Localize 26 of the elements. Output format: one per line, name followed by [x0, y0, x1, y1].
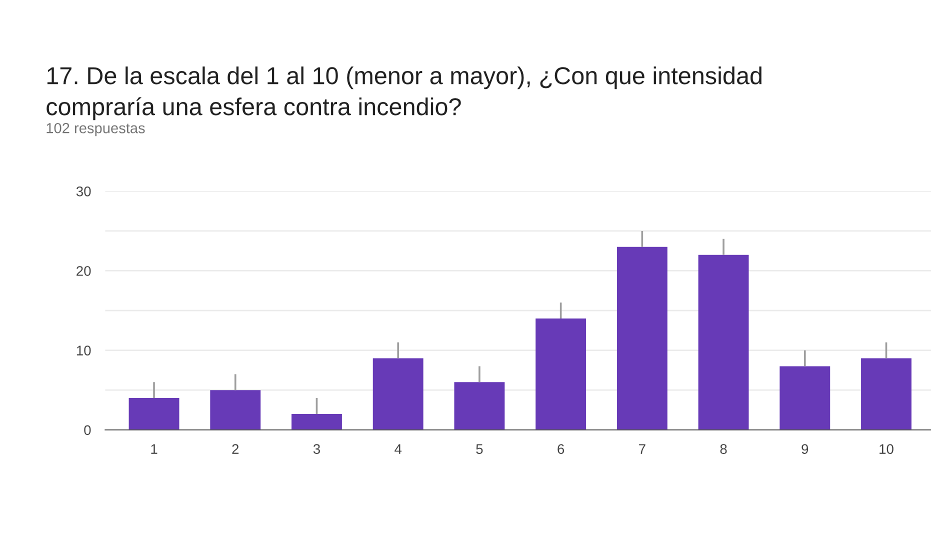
x-tick-label: 5: [476, 444, 483, 454]
bar: [780, 366, 830, 430]
x-tick-label: 9: [802, 444, 808, 454]
y-tick-label: 10: [76, 346, 91, 356]
x-tick-label: 10: [880, 444, 894, 454]
bar: [698, 254, 749, 430]
bar: [292, 414, 342, 430]
bar: [861, 358, 912, 430]
bar: [536, 318, 586, 430]
x-tick-label: 4: [394, 444, 402, 454]
bar: [128, 398, 180, 430]
bar: [372, 358, 424, 430]
chart-title: 17. De la escala del 1 al 10 (menor a mayor), ¿Con que intensidad compraría una esfera contra incendio?: [46, 66, 762, 120]
chart-subtitle: 102 respuestas: [46, 122, 145, 136]
bar: [210, 390, 261, 430]
x-tick-label: 7: [639, 444, 646, 454]
y-tick-label: 20: [76, 266, 91, 276]
bar: [616, 246, 668, 430]
x-tick-label: 6: [558, 444, 564, 454]
x-tick-label: 1: [151, 444, 158, 454]
x-tick-label: 3: [313, 444, 320, 454]
x-tick-label: 8: [720, 444, 727, 454]
x-tick-label: 2: [232, 444, 239, 454]
y-tick-label: 30: [76, 186, 91, 196]
bar: [454, 382, 505, 430]
y-tick-label: 0: [84, 425, 91, 436]
